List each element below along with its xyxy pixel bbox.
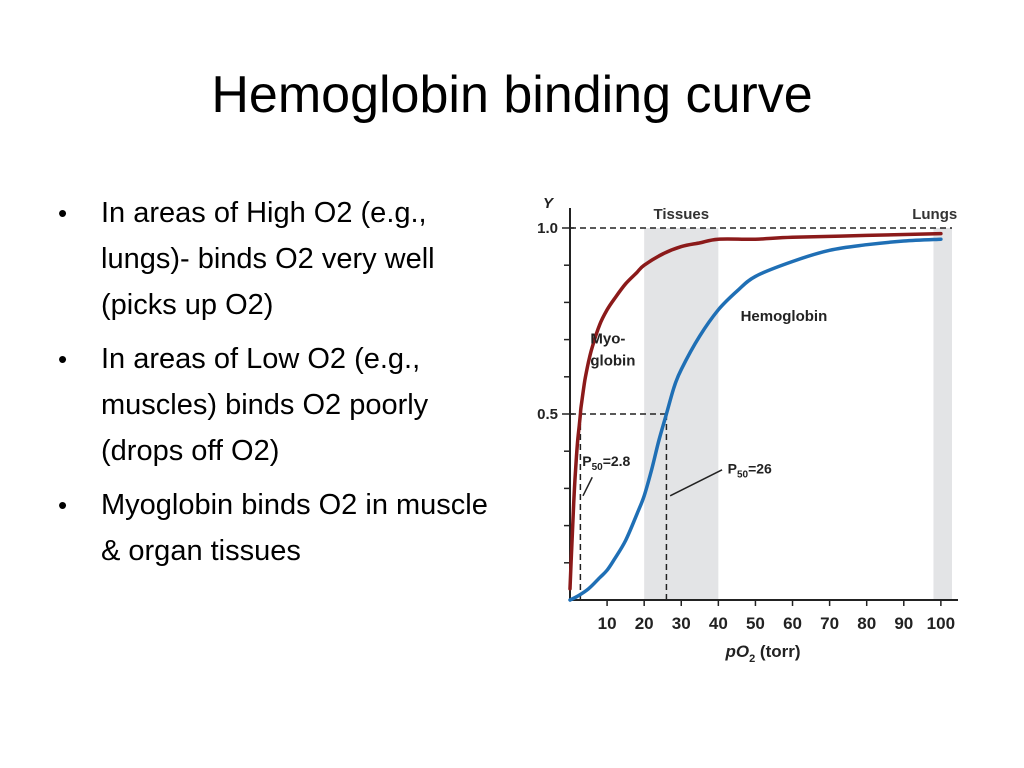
x-tick-label: 90 <box>894 614 913 633</box>
bullet-text: In areas of High O2 (e.g., lungs)- binds… <box>101 197 435 321</box>
series-label-myoglobin-line2: globin <box>590 353 635 370</box>
annotation-prefix: P <box>728 461 737 477</box>
x-tick-label: 40 <box>709 614 728 633</box>
region-label-tissues: Tissues <box>653 206 709 223</box>
bullet-item: • In areas of Low O2 (e.g., muscles) bind… <box>58 336 508 474</box>
y-axis-label: Y <box>543 195 555 212</box>
x-tick-label: 60 <box>783 614 802 633</box>
oxygen-binding-chart: Tissues Lungs 0.5 1.0 Y 10 20 30 40 50 60 70 80 90 100… <box>537 195 958 665</box>
bullet-dot-icon: • <box>58 198 68 228</box>
bullet-text: Myoglobin binds O2 in muscle & organ tis… <box>101 489 488 567</box>
bullet-dot-icon: • <box>58 490 68 520</box>
bullet-item: • Myoglobin binds O2 in muscle & organ ti… <box>58 482 508 574</box>
series-line-myoglobin <box>568 231 943 591</box>
annotation-leader-p50-myoglobin <box>582 476 593 497</box>
x-tick-label: 20 <box>635 614 654 633</box>
x-tick-label: 10 <box>598 614 617 633</box>
annotation-leader-p50-hemoglobin <box>669 469 723 497</box>
x-tick-label: 70 <box>820 614 839 633</box>
y-tick-label: 0.5 <box>537 406 558 423</box>
x-axis-label-sub: 2 <box>749 653 755 665</box>
slide-title: Hemoglobin binding curve <box>211 66 813 124</box>
annotation-p50-myoglobin: P50=2.8 <box>582 453 630 473</box>
x-tick-label: 50 <box>746 614 765 633</box>
annotation-p50-hemoglobin: P50=26 <box>728 461 772 481</box>
annotation-prefix: P <box>582 453 591 469</box>
region-lungs <box>933 228 952 600</box>
x-tick-label: 80 <box>857 614 876 633</box>
x-axis-label: pO2 (torr) <box>724 642 800 665</box>
region-tissues <box>644 228 719 600</box>
y-tick-label: 1.0 <box>537 220 558 237</box>
x-axis-label-unit: (torr) <box>755 642 800 661</box>
bullet-list: • In areas of High O2 (e.g., lungs)- bind… <box>58 190 508 582</box>
x-tick-label: 100 <box>927 614 955 633</box>
series-label-hemoglobin: Hemoglobin <box>741 308 828 325</box>
x-tick-label: 30 <box>672 614 691 633</box>
annotation-sub: 50 <box>592 462 604 473</box>
bullet-item: • In areas of High O2 (e.g., lungs)- bind… <box>58 190 508 328</box>
series-line-hemoglobin <box>568 237 943 602</box>
x-axis-label-main: pO <box>724 642 749 661</box>
bullet-text: In areas of Low O2 (e.g., muscles) binds… <box>101 343 429 467</box>
annotation-value: =2.8 <box>603 453 631 469</box>
series-label-myoglobin-line1: Myo- <box>590 330 625 347</box>
annotation-value: =26 <box>748 461 772 477</box>
bullet-dot-icon: • <box>58 344 68 374</box>
annotation-sub: 50 <box>737 470 749 481</box>
region-label-lungs: Lungs <box>912 206 957 223</box>
